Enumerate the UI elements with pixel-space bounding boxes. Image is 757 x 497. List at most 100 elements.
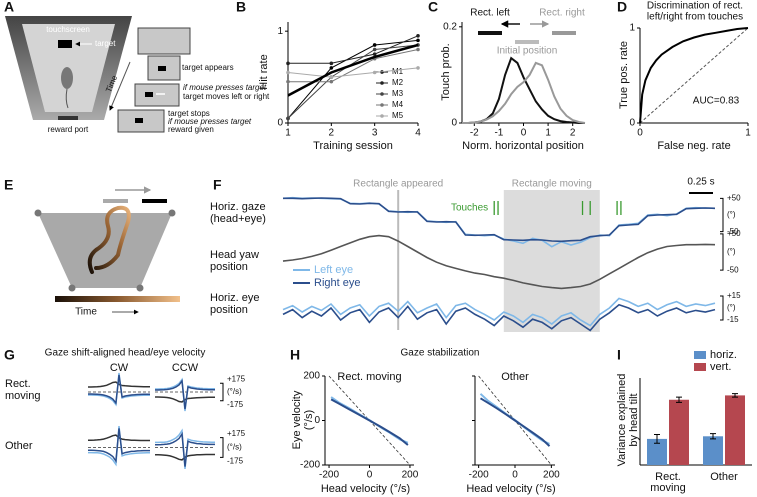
point [372,52,377,56]
point [416,38,420,43]
column-label: CW [110,362,129,374]
row-label: moving [5,390,40,402]
initial-swatch [515,40,539,44]
point [416,66,420,70]
scale-bracket [720,197,724,233]
point [329,61,334,66]
x-tick-label: 0 [512,470,518,481]
scale-label: +175 [227,429,246,438]
scale-bracket [720,295,724,321]
bar [647,438,667,465]
point [329,79,334,84]
point [416,33,420,38]
legend-label: horiz. [710,349,737,361]
panel-letter: E [4,177,13,193]
mouse-tail [65,88,69,109]
bar [703,436,723,465]
scale-bracket [220,382,224,402]
x-axis-label: Norm. horizontal position [462,140,584,152]
legend-swatch [694,351,706,359]
chart-title: left/right from touches [647,12,743,23]
point [329,66,334,70]
velocity-trace [88,372,151,407]
line-series [288,35,419,64]
touches-label: Touches [451,203,488,214]
scale-label: +15 [727,291,741,300]
legend-label: Left eye [314,264,353,276]
diagram-label: target [95,39,116,48]
legend-marker [380,81,384,85]
annotation: Initial position [497,46,558,57]
chart-title: Gaze stabilization [401,348,480,359]
diagram-label: target stops [168,109,210,118]
legend-label: M2 [392,78,404,87]
panel-letter: H [290,347,300,363]
y-axis-label: True pos. rate [618,41,630,109]
scalebar-label: 0.25 s [687,177,714,188]
velocity-trace [155,431,215,467]
scale-label: (°) [727,210,736,219]
x-tick-label: 1 [745,128,751,139]
legend-label: vert. [710,361,731,373]
trajectory-diagram [34,186,180,315]
panel-letter: B [236,0,246,15]
diagram-label: Time [75,307,97,318]
row-label: Rect. [5,378,31,390]
point [372,43,377,47]
line-series [287,43,419,97]
panel-letter: D [617,0,627,15]
legend-swatch [552,31,576,35]
roc-curve [639,27,749,124]
scale-label: (°/s) [227,443,242,452]
error-bar [654,434,660,444]
point [329,75,334,79]
legend-label: Rect. left [470,8,510,19]
corner [68,284,76,292]
legend-label: M5 [392,111,404,120]
column-label: CCW [172,362,199,374]
scale-label: -15 [727,315,739,324]
diagram-label: reward given [168,125,214,134]
point [372,70,377,75]
x-axis-label: Training session [313,140,393,152]
corner [168,209,176,217]
line-series [462,56,585,124]
velocity-trace [155,428,215,469]
x-tick-label: 1 [545,128,551,139]
x-tick-label: Other [710,471,738,483]
diagram-label: target appears [182,63,234,72]
chart-title: Discrimination of rect. [647,1,743,12]
point [286,70,290,75]
trace [282,196,716,248]
error-bar [732,393,738,398]
velocity-trace [88,426,150,467]
row-label: Other [5,440,33,452]
point [286,79,290,84]
line-series [287,67,419,78]
y-axis-label: (°/s) [303,410,315,430]
panel-title: Other [501,371,529,383]
diagram-label: target moves left or right [183,92,270,101]
screen-frame [134,83,180,107]
scale-bracket [220,437,224,458]
x-tick-label: 4 [415,128,421,139]
screen-target [135,118,143,123]
scale-label: -175 [227,400,244,409]
row-label: (head+eye) [210,213,266,225]
x-tick-label: Rect. [655,471,681,483]
x-tick-label: 200 [402,470,419,481]
line-series [288,49,419,83]
arena-top-view [38,213,172,288]
row-label: Horiz. gaze [210,201,266,213]
corner [34,209,42,217]
x-tick-label: -200 [469,470,489,481]
legend-swatch [694,363,706,371]
x-tick-label: moving [650,482,685,494]
x-tick-label: -1 [494,128,503,139]
scale-label: +175 [227,374,246,383]
velocity-trace [155,377,215,412]
time-colorbar [55,296,180,302]
x-tick-label: 2 [329,128,335,139]
corner [136,284,144,292]
panel-letter: I [617,347,621,363]
